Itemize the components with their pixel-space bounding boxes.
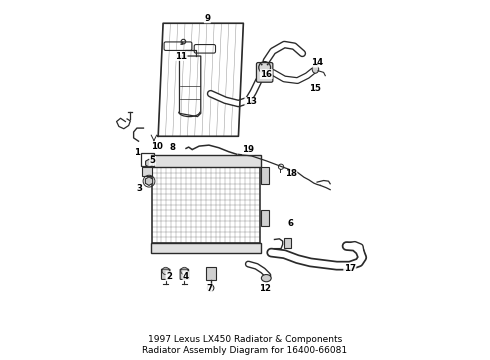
Text: 10: 10 bbox=[150, 141, 163, 150]
Text: 2: 2 bbox=[166, 272, 172, 281]
Circle shape bbox=[267, 63, 269, 66]
Circle shape bbox=[261, 63, 263, 66]
Bar bbox=[151, 167, 260, 243]
FancyBboxPatch shape bbox=[162, 269, 170, 279]
Text: 14: 14 bbox=[311, 58, 323, 67]
Text: 15: 15 bbox=[310, 84, 321, 93]
Text: 6: 6 bbox=[288, 219, 294, 228]
Bar bbox=[261, 167, 269, 184]
FancyBboxPatch shape bbox=[180, 269, 189, 279]
Bar bbox=[150, 243, 261, 253]
Bar bbox=[206, 267, 216, 280]
Text: 9: 9 bbox=[204, 14, 210, 23]
Text: 17: 17 bbox=[344, 265, 356, 274]
Text: 1997 Lexus LX450 Radiator & Components
Radiator Assembly Diagram for 16400-66081: 1997 Lexus LX450 Radiator & Components R… bbox=[143, 335, 347, 355]
Text: 8: 8 bbox=[169, 143, 175, 152]
Text: 4: 4 bbox=[183, 272, 189, 281]
Circle shape bbox=[267, 69, 269, 72]
Text: 7: 7 bbox=[206, 284, 212, 293]
Text: 19: 19 bbox=[242, 145, 254, 154]
Bar bbox=[150, 155, 261, 167]
Ellipse shape bbox=[261, 275, 271, 282]
Bar bbox=[141, 153, 153, 166]
Text: 18: 18 bbox=[285, 170, 297, 179]
Text: 3: 3 bbox=[137, 184, 143, 193]
Text: 5: 5 bbox=[149, 156, 155, 165]
Text: 12: 12 bbox=[259, 284, 271, 293]
Bar bbox=[261, 210, 269, 226]
Text: 11: 11 bbox=[175, 51, 187, 60]
Text: 1: 1 bbox=[134, 148, 140, 157]
Bar bbox=[142, 167, 151, 176]
Bar bbox=[284, 238, 291, 248]
Ellipse shape bbox=[312, 65, 318, 73]
FancyBboxPatch shape bbox=[256, 63, 273, 82]
Circle shape bbox=[261, 69, 263, 72]
Text: 13: 13 bbox=[245, 98, 257, 107]
Text: 16: 16 bbox=[260, 69, 272, 78]
